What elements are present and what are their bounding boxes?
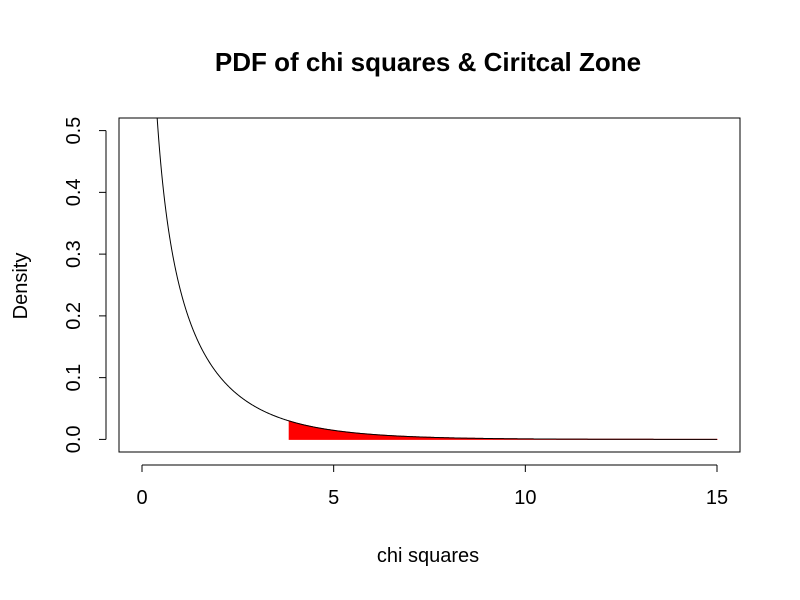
x-tick-label: 15 [706,487,728,509]
x-tick-label: 5 [328,487,339,509]
plot-box [118,117,741,453]
y-tick-label: 0.3 [63,240,85,268]
plot-area [156,118,718,440]
x-tick-label: 0 [136,487,147,509]
y-tick-label: 0.5 [63,117,85,145]
y-axis-label: Density [10,253,32,320]
x-axis: 0 5 10 15 [136,464,728,509]
y-axis: 0.0 0.1 0.2 0.3 0.4 0.5 [63,117,107,453]
y-tick-label: 0.2 [63,302,85,330]
y-tick-label: 0.4 [63,178,85,206]
y-tick-label: 0.1 [63,364,85,392]
chart-title: PDF of chi squares & Ciritcal Zone [215,47,641,77]
pdf-curve [156,118,717,440]
y-tick-label: 0.0 [63,425,85,453]
critical-zone-area [288,420,718,440]
x-axis-label: chi squares [377,545,479,567]
x-tick-label: 10 [514,487,536,509]
